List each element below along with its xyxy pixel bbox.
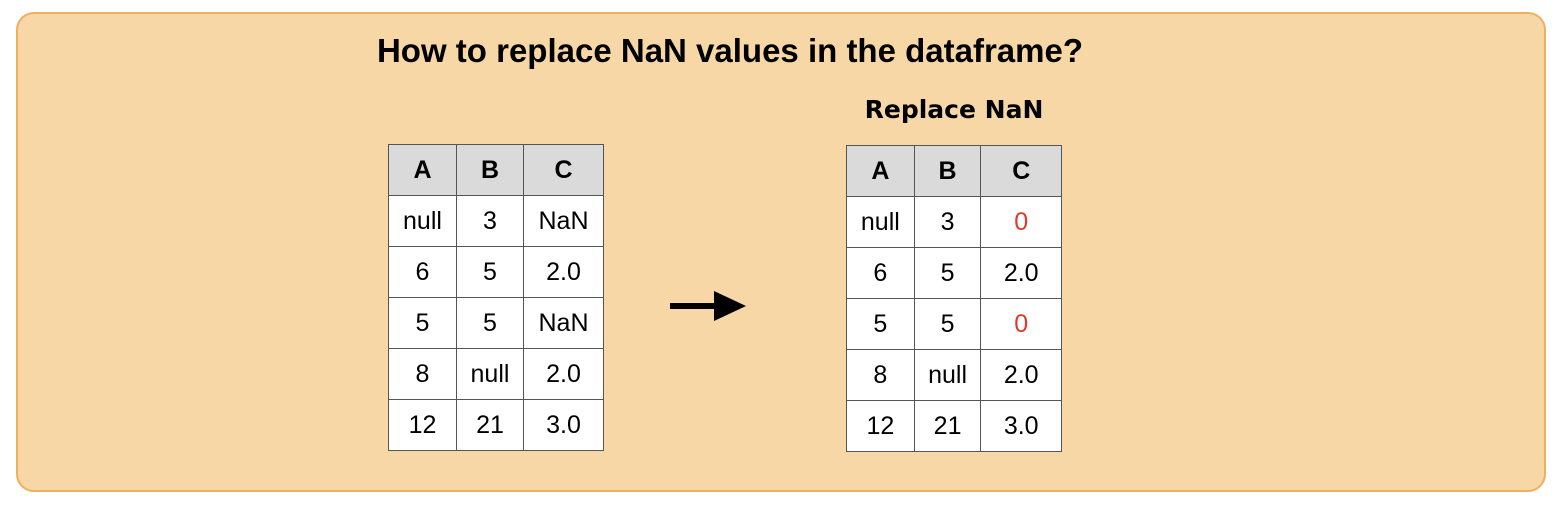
table-row: 12 21 3.0 (846, 400, 1062, 452)
table-cell: 5 (456, 246, 524, 298)
table-header-row: A B C (846, 145, 1062, 197)
table-cell: null (846, 196, 915, 248)
column-header: C (523, 144, 604, 196)
diagram-panel (16, 12, 1546, 492)
table-cell: 12 (846, 400, 915, 452)
dataframe-before-table: A B C null 3 NaN 6 5 2.0 5 5 NaN 8 null … (388, 144, 604, 451)
table-cell: 12 (388, 399, 457, 451)
replace-nan-caption: Replace NaN (864, 95, 1044, 124)
replaced-value-cell: 0 (980, 196, 1062, 248)
table-cell: 6 (846, 247, 915, 299)
table-cell: null (456, 348, 524, 400)
table-cell: 3 (913, 196, 982, 248)
table-cell: null (388, 195, 457, 247)
table-cell: 5 (846, 298, 915, 350)
table-row: null 3 NaN (388, 195, 604, 247)
table-cell: 5 (913, 247, 982, 299)
column-header: A (846, 145, 915, 197)
table-cell: 5 (913, 298, 982, 350)
table-row: 8 null 2.0 (846, 349, 1062, 401)
column-header: B (913, 145, 982, 197)
table-cell: NaN (523, 297, 604, 349)
table-cell: 5 (388, 297, 457, 349)
table-row: 12 21 3.0 (388, 399, 604, 451)
replaced-value-cell: 0 (980, 298, 1062, 350)
right-arrow-icon (670, 291, 746, 321)
table-cell: 8 (846, 349, 915, 401)
table-row: 6 5 2.0 (846, 247, 1062, 299)
table-cell: 21 (913, 400, 982, 452)
table-header-row: A B C (388, 144, 604, 196)
table-cell: 3 (456, 195, 524, 247)
table-cell: 3.0 (523, 399, 604, 451)
column-header: C (980, 145, 1062, 197)
table-row: 5 5 NaN (388, 297, 604, 349)
table-cell: 2.0 (980, 349, 1062, 401)
table-cell: 2.0 (523, 246, 604, 298)
column-header: A (388, 144, 457, 196)
table-cell: 2.0 (980, 247, 1062, 299)
table-row: 6 5 2.0 (388, 246, 604, 298)
table-cell: 2.0 (523, 348, 604, 400)
column-header: B (456, 144, 524, 196)
diagram-title: How to replace NaN values in the datafra… (376, 32, 1084, 69)
table-cell: 21 (456, 399, 524, 451)
table-cell: 5 (456, 297, 524, 349)
table-cell: null (913, 349, 982, 401)
table-row: null 3 0 (846, 196, 1062, 248)
dataframe-after-table: A B C null 3 0 6 5 2.0 5 5 0 8 null 2.0 … (846, 145, 1062, 452)
table-row: 8 null 2.0 (388, 348, 604, 400)
table-cell: NaN (523, 195, 604, 247)
table-cell: 3.0 (980, 400, 1062, 452)
table-cell: 6 (388, 246, 457, 298)
table-cell: 8 (388, 348, 457, 400)
table-row: 5 5 0 (846, 298, 1062, 350)
